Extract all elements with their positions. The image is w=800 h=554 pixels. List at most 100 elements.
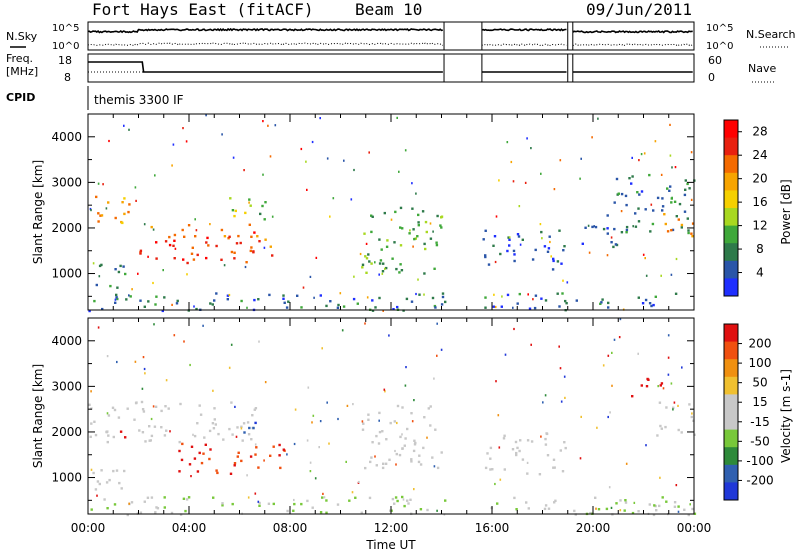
echo-cell (123, 197, 126, 200)
echo-cell (342, 305, 346, 308)
scatter-point (328, 442, 330, 445)
power-axes: 1000 2000 3000 4000 (51, 113, 695, 310)
echo-cell (248, 223, 251, 226)
scatter-point (436, 509, 438, 512)
echo-cell (113, 503, 117, 506)
scatter-point (97, 326, 100, 329)
echo-cell (139, 299, 142, 302)
echo-cell (606, 232, 609, 235)
echo-cell (663, 213, 666, 216)
echo-cell (375, 434, 378, 438)
scatter-point (510, 160, 513, 164)
scatter-point (674, 166, 677, 169)
echo-cell (400, 269, 404, 272)
echo-cell (212, 496, 215, 499)
echo-cell (178, 449, 181, 453)
echo-cell (126, 407, 129, 410)
scatter-point (378, 273, 380, 276)
scatter-point (413, 488, 415, 491)
echo-cell (240, 299, 243, 303)
scatter-point (595, 507, 597, 510)
echo-cell (584, 226, 587, 229)
echo-cell (365, 271, 368, 274)
echo-cell (100, 469, 103, 472)
scatter-point (675, 257, 678, 261)
echo-cell (93, 420, 96, 423)
echo-cell (142, 410, 146, 413)
echo-cell (139, 251, 142, 254)
scatter-point (494, 260, 497, 264)
noise-tick-high-left: 10^5 (52, 23, 79, 34)
echo-cell (671, 228, 675, 232)
scattered-echoes (89, 114, 693, 312)
echo-cell (221, 502, 224, 505)
echo-cell (553, 501, 556, 504)
scatter-point (223, 264, 226, 267)
echo-cell (487, 263, 491, 266)
freq-tick-high: 18 (58, 54, 72, 67)
colorbar-segment (724, 120, 738, 139)
scatter-point (165, 379, 168, 382)
colorbar-segment (724, 447, 738, 466)
echo-cell (594, 225, 598, 229)
scatter-point (182, 127, 184, 130)
x-axis-label: Time UT (365, 538, 416, 552)
scatter-point (513, 327, 515, 331)
echo-cell (215, 469, 218, 472)
echo-cell (370, 456, 373, 459)
echo-cell (245, 261, 248, 264)
scatter-point (366, 296, 369, 299)
scatter-point (643, 152, 646, 155)
echo-cell (673, 200, 677, 203)
echo-cell (117, 416, 121, 419)
echo-cell (406, 499, 409, 502)
colorbar-tick-label: 15 (752, 395, 767, 409)
echo-cell (282, 294, 285, 297)
echo-cell (233, 257, 236, 260)
scatter-point (681, 366, 683, 369)
scatter-point (243, 169, 245, 172)
scatter-point (102, 183, 104, 186)
echo-cell (160, 409, 163, 413)
echo-cell (506, 249, 509, 253)
echo-cell (489, 457, 492, 460)
echo-cell (199, 413, 203, 416)
echo-cell (556, 292, 559, 295)
power-panel-frame (87, 113, 695, 311)
echo-cell (144, 440, 147, 443)
scatter-point (540, 435, 542, 438)
echo-cell (155, 295, 158, 298)
echo-cell (382, 262, 385, 265)
echo-cell (540, 230, 543, 234)
echo-band-7 (631, 377, 664, 398)
echo-cell (599, 302, 602, 305)
echo-cell (631, 395, 634, 398)
scatter-point (625, 462, 628, 465)
echo-cell (424, 247, 427, 251)
echo-cell (564, 299, 567, 303)
scatter-point (413, 399, 415, 402)
scatter-point (671, 166, 673, 169)
echo-cell (123, 469, 126, 473)
echo-cell (513, 496, 516, 500)
velocity-data-layer (88, 318, 697, 517)
echo-cell (120, 487, 123, 490)
echo-cell (369, 460, 372, 464)
scatter-point (494, 305, 497, 309)
echo-cell (544, 299, 548, 302)
scatter-point (323, 496, 326, 499)
echo-cell (546, 454, 550, 457)
echo-cell (433, 267, 436, 270)
echo-cell (418, 293, 421, 296)
echo-cell (101, 307, 104, 311)
x-tick-label: 12:00 (374, 521, 409, 535)
scatter-point (644, 257, 646, 260)
scatter-point (90, 468, 93, 471)
echo-cell (440, 303, 444, 306)
echo-cell (249, 249, 252, 253)
scatter-point (153, 323, 155, 326)
echo-cell (641, 302, 645, 305)
echo-cell (414, 237, 417, 240)
echo-cell (431, 456, 434, 459)
echo-cell (321, 496, 324, 499)
